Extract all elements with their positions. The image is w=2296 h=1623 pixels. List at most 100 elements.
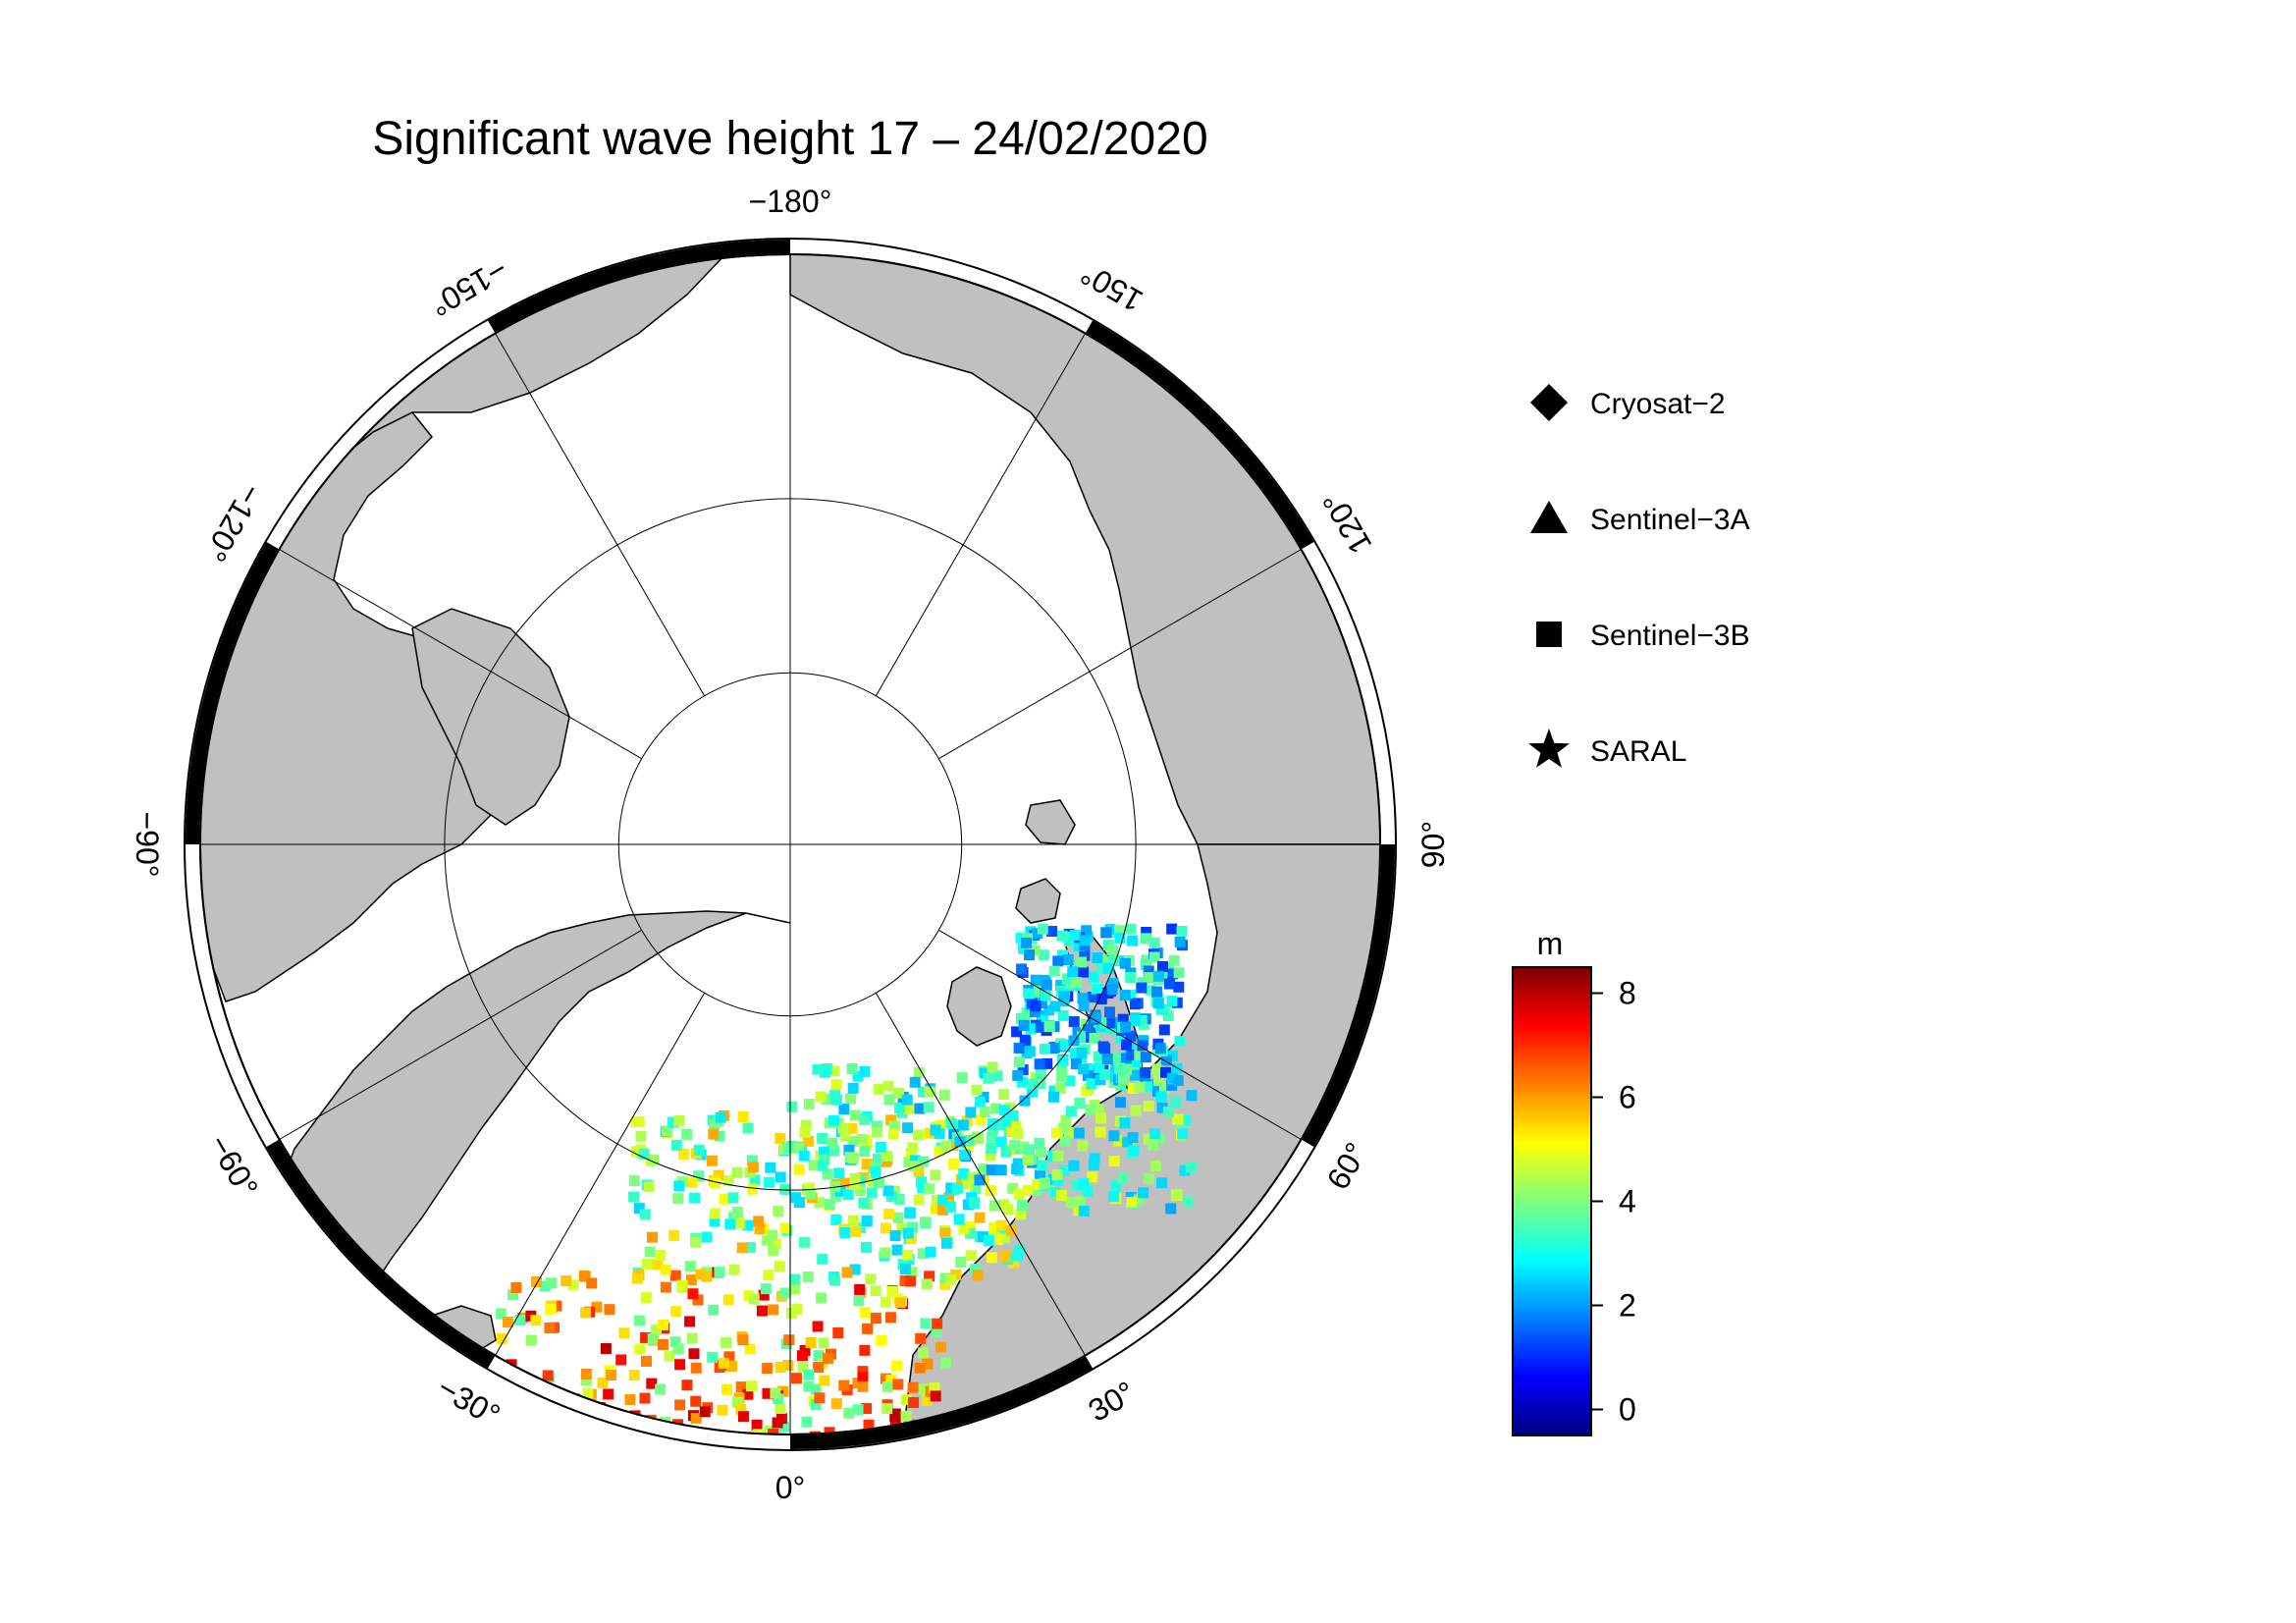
observation-point <box>921 1394 933 1406</box>
observation-point <box>948 1158 960 1169</box>
frame-outer-ring <box>184 238 1397 1451</box>
observation-point <box>930 1390 941 1402</box>
observation-point <box>634 1343 646 1355</box>
observation-point <box>1099 1017 1111 1029</box>
observation-point <box>1031 1178 1042 1190</box>
observation-point <box>1095 993 1107 1004</box>
observation-point <box>803 1099 815 1110</box>
observation-point <box>1041 1057 1053 1069</box>
observation-point <box>686 1176 698 1188</box>
observation-point <box>1049 1187 1061 1199</box>
observation-point <box>1017 1064 1029 1076</box>
observation-point <box>979 1106 990 1117</box>
observation-point <box>930 1124 941 1136</box>
observation-point <box>714 1130 725 1142</box>
observation-point <box>793 1163 805 1175</box>
observation-point <box>852 1404 864 1416</box>
observation-point <box>1126 1050 1138 1061</box>
observation-point <box>839 1130 851 1142</box>
observation-point <box>600 1343 612 1355</box>
observation-point <box>1056 930 1068 942</box>
observation-point <box>753 1216 765 1227</box>
observation-point <box>1074 1195 1086 1207</box>
observation-point <box>908 1396 920 1408</box>
observation-point <box>1076 1031 1088 1043</box>
observation-point <box>1101 954 1113 966</box>
observation-point <box>1129 999 1141 1010</box>
observation-point <box>838 1380 850 1391</box>
longitude-label: 60° <box>1320 1137 1374 1196</box>
map-disk: 0°30°60°90°120°150°−180°−150°−120°−90°−6… <box>130 184 1451 1505</box>
observation-point <box>904 1207 916 1218</box>
observation-point <box>1034 1137 1045 1149</box>
observation-point <box>514 1395 526 1407</box>
observation-point <box>871 1120 882 1132</box>
observation-point <box>859 1065 871 1077</box>
colorbar-unit: m <box>1537 926 1564 961</box>
observation-point <box>1035 1068 1046 1080</box>
observation-point <box>843 1144 855 1156</box>
observation-point <box>1138 1187 1149 1199</box>
observation-point <box>736 1242 748 1254</box>
observation-point <box>1055 1190 1067 1202</box>
meridian-line <box>938 929 1302 1140</box>
observation-point <box>1068 1160 1080 1171</box>
observation-point <box>1007 1182 1019 1194</box>
observation-point <box>770 1387 781 1399</box>
observation-point <box>883 1208 895 1219</box>
longitude-label: 120° <box>1315 486 1378 560</box>
observation-point <box>647 1333 659 1345</box>
observation-point <box>902 1227 914 1239</box>
observation-point <box>1130 1069 1142 1081</box>
observation-point <box>644 1246 656 1258</box>
observation-point <box>1000 1146 1012 1158</box>
legend-diamond-marker <box>1530 384 1568 421</box>
observation-point <box>710 1177 721 1189</box>
observation-point <box>870 1285 881 1297</box>
observation-point <box>1088 1160 1099 1171</box>
observation-point <box>580 1375 592 1386</box>
observation-point <box>1170 1096 1182 1108</box>
observation-point <box>717 1404 728 1416</box>
observation-point <box>742 1122 754 1134</box>
observation-point <box>812 1063 824 1075</box>
observation-point <box>975 1113 987 1125</box>
observation-point <box>744 1242 756 1254</box>
observation-point <box>935 1341 947 1353</box>
observation-point <box>849 1172 861 1184</box>
observation-point <box>986 1142 997 1154</box>
observation-point <box>786 1307 798 1319</box>
observation-point <box>945 1201 957 1213</box>
observation-point <box>1037 923 1048 935</box>
observation-point <box>889 1408 901 1420</box>
legend-label: Cryosat−2 <box>1590 388 1726 420</box>
observation-point <box>735 1404 747 1416</box>
observation-point <box>892 1379 904 1390</box>
observation-point <box>987 1123 998 1135</box>
observation-point <box>937 1204 949 1216</box>
observation-point <box>1065 1197 1077 1209</box>
observation-point <box>714 1267 725 1278</box>
observation-point <box>618 1327 630 1339</box>
observation-point <box>907 1221 919 1233</box>
colorbar-tick-label: 8 <box>1619 976 1636 1011</box>
frame-segment <box>789 1356 1093 1449</box>
observation-point <box>1078 1001 1090 1012</box>
observation-point <box>821 1093 832 1105</box>
observation-point <box>924 1271 935 1282</box>
observation-point <box>854 1185 866 1197</box>
observation-point <box>1078 1205 1090 1217</box>
meridian-line <box>279 929 642 1140</box>
observation-point <box>1049 1001 1061 1012</box>
observation-point <box>496 1433 507 1434</box>
longitude-label: −180° <box>749 184 832 219</box>
observation-point <box>1095 1126 1106 1138</box>
observation-point <box>885 1114 897 1126</box>
observation-point <box>986 1131 997 1143</box>
observation-point <box>1022 1184 1034 1196</box>
observation-point <box>1048 965 1060 977</box>
observation-point <box>1001 1115 1013 1127</box>
observation-point <box>1023 988 1035 1000</box>
observation-point <box>793 1197 805 1209</box>
observation-point <box>1156 1102 1168 1113</box>
